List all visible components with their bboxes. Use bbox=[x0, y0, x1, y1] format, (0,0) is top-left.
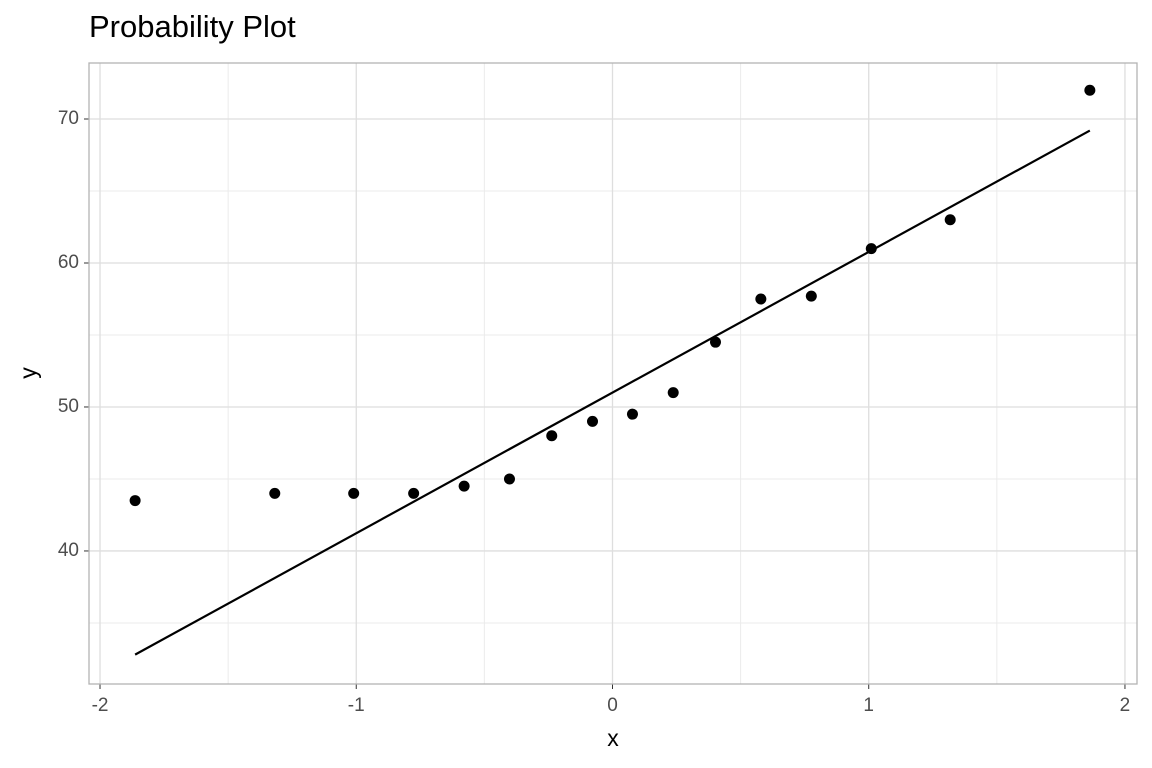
panel-border bbox=[88, 62, 1138, 685]
point bbox=[503, 473, 515, 485]
point bbox=[458, 480, 470, 492]
point bbox=[129, 495, 141, 507]
point bbox=[805, 290, 817, 302]
chart-title: Probability Plot bbox=[89, 9, 296, 44]
x-tick-label: 1 bbox=[863, 695, 874, 716]
point bbox=[408, 487, 420, 499]
point bbox=[587, 415, 599, 427]
y-axis-label: y bbox=[15, 367, 41, 379]
y-tick-label: 60 bbox=[58, 252, 79, 273]
y-tick-label: 40 bbox=[58, 540, 79, 561]
point bbox=[944, 214, 956, 226]
point bbox=[269, 487, 281, 499]
point bbox=[546, 430, 558, 442]
x-tick-label: -1 bbox=[348, 695, 365, 716]
point bbox=[348, 487, 360, 499]
point bbox=[755, 293, 767, 305]
point bbox=[865, 243, 877, 255]
x-axis-label: x bbox=[607, 725, 619, 751]
x-tick-label: 2 bbox=[1120, 695, 1131, 716]
point bbox=[667, 387, 679, 399]
point bbox=[709, 336, 721, 348]
x-tick-label: 0 bbox=[607, 695, 618, 716]
fit-line bbox=[134, 129, 1091, 656]
y-tick-label: 50 bbox=[58, 396, 79, 417]
x-tick-label: -2 bbox=[92, 695, 109, 716]
point bbox=[1084, 84, 1096, 96]
y-tick-label: 70 bbox=[58, 108, 79, 129]
point bbox=[626, 408, 638, 420]
